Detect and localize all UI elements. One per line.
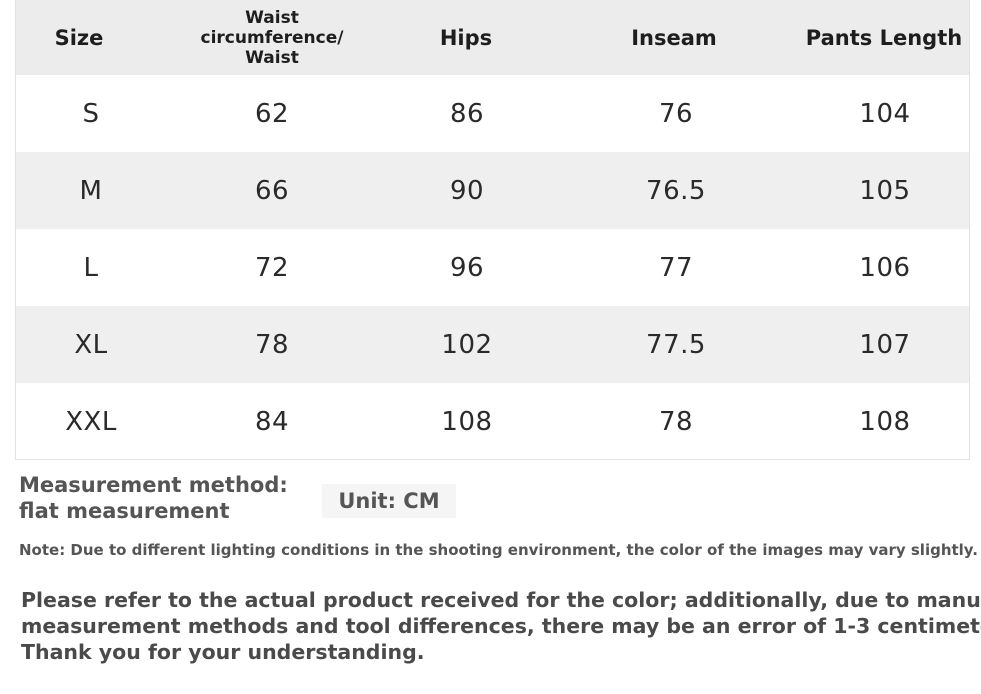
- cell-hips: 90: [449, 175, 485, 206]
- header-hips: Hips: [439, 25, 493, 50]
- measurement-notice: Please refer to the actual product recei…: [21, 587, 981, 665]
- table-row: M 66 90 76.5 105: [16, 152, 969, 229]
- cell-pants-length: 106: [859, 252, 911, 283]
- measurement-method: Measurement method: flat measurement: [19, 472, 288, 524]
- cell-pants-length: 104: [859, 98, 911, 129]
- cell-waist: 66: [254, 175, 290, 206]
- cell-waist: 78: [254, 329, 290, 360]
- cell-size: S: [82, 98, 100, 129]
- cell-size: M: [79, 175, 103, 206]
- notice-line: Please refer to the actual product recei…: [21, 588, 981, 612]
- cell-hips: 96: [449, 252, 485, 283]
- header-size: Size: [54, 25, 104, 50]
- cell-inseam: 76: [658, 98, 694, 129]
- header-waist: Waist circumference/ Waist: [200, 7, 344, 68]
- cell-waist: 84: [254, 406, 290, 437]
- cell-pants-length: 108: [859, 406, 911, 437]
- table-row: S 62 86 76 104: [16, 75, 969, 152]
- measurement-method-label: Measurement method:: [19, 473, 288, 497]
- cell-inseam: 78: [658, 406, 694, 437]
- table-row: XL 78 102 77.5 107: [16, 306, 969, 383]
- unit-badge: Unit: CM: [322, 484, 456, 518]
- cell-hips: 86: [449, 98, 485, 129]
- cell-pants-length: 107: [859, 329, 911, 360]
- size-chart-table: Size Waist circumference/ Waist Hips Ins…: [15, 0, 970, 460]
- table-row: L 72 96 77 106: [16, 229, 969, 306]
- cell-inseam: 76.5: [646, 175, 706, 206]
- measurement-method-value: flat measurement: [19, 499, 230, 523]
- cell-hips: 102: [441, 329, 493, 360]
- table-header-row: Size Waist circumference/ Waist Hips Ins…: [16, 0, 969, 75]
- notice-line: Thank you for your understanding.: [21, 640, 425, 664]
- cell-waist: 62: [254, 98, 290, 129]
- lighting-note: Note: Due to different lighting conditio…: [19, 541, 978, 559]
- cell-inseam: 77.5: [646, 329, 706, 360]
- notice-line: measurement methods and tool differences…: [21, 614, 981, 638]
- cell-pants-length: 105: [859, 175, 911, 206]
- header-pants-length: Pants Length: [805, 25, 963, 50]
- cell-waist: 72: [254, 252, 290, 283]
- header-inseam: Inseam: [631, 25, 717, 50]
- cell-hips: 108: [441, 406, 493, 437]
- cell-size: L: [83, 252, 99, 283]
- cell-size: XL: [74, 329, 108, 360]
- cell-size: XXL: [65, 406, 117, 437]
- table-row: XXL 84 108 78 108: [16, 383, 969, 460]
- cell-inseam: 77: [658, 252, 694, 283]
